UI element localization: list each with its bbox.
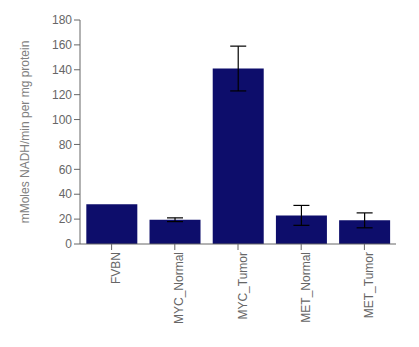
svg-text:140: 140 (52, 63, 72, 77)
svg-text:20: 20 (59, 212, 73, 226)
svg-text:60: 60 (59, 163, 73, 177)
svg-text:160: 160 (52, 38, 72, 52)
svg-text:MET_Normal: MET_Normal (299, 252, 313, 323)
svg-text:80: 80 (59, 138, 73, 152)
svg-text:MYC_Tumor: MYC_Tumor (236, 252, 250, 320)
svg-text:0: 0 (65, 237, 72, 251)
svg-text:MET_Tumor: MET_Tumor (362, 252, 376, 318)
svg-text:120: 120 (52, 88, 72, 102)
svg-text:40: 40 (59, 187, 73, 201)
svg-text:FVBN: FVBN (109, 252, 123, 284)
svg-text:100: 100 (52, 113, 72, 127)
svg-text:180: 180 (52, 13, 72, 27)
svg-text:mMoles NADH/min per mg protein: mMoles NADH/min per mg protein (18, 41, 32, 224)
svg-text:MYC_Normal: MYC_Normal (172, 252, 186, 324)
